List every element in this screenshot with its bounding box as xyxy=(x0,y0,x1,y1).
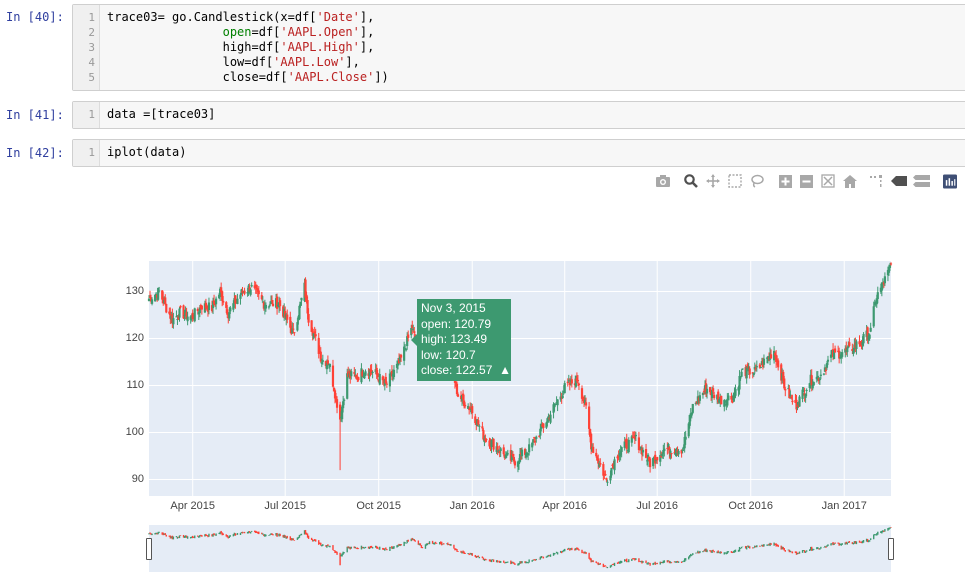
code-line: data =[trace03] xyxy=(107,107,216,121)
tooltip-low: low: 120.7 xyxy=(421,347,476,362)
x-tick-label: Jul 2016 xyxy=(636,500,679,512)
code-line: open=df['AAPL.Open'], xyxy=(107,25,375,39)
line-number: 5 xyxy=(88,71,95,84)
plotly-logo-icon[interactable] xyxy=(943,174,957,188)
x-tick-label: Jan 2016 xyxy=(449,500,495,512)
tooltip-close: close: 122.57 ▲ xyxy=(421,363,511,377)
x-tick-label: Jul 2015 xyxy=(264,500,306,512)
lasso-icon[interactable] xyxy=(750,174,764,188)
range-slider-handle-left[interactable] xyxy=(146,538,152,560)
code-line: close=df['AAPL.Close']) xyxy=(107,70,389,84)
x-tick-label: Oct 2015 xyxy=(356,500,402,512)
zoom-icon[interactable] xyxy=(684,174,698,188)
tooltip-open: open: 120.79 xyxy=(421,316,492,331)
cell-prompt-41: In [41]: xyxy=(6,108,64,122)
code-line: trace03= go.Candlestick(x=df['Date'], xyxy=(107,10,375,24)
y-tick-label: 120 xyxy=(125,331,144,344)
code-line: low=df['AAPL.Low'], xyxy=(107,55,360,69)
y-tick-label: 100 xyxy=(125,425,144,438)
line-number: 1 xyxy=(88,146,95,159)
cell-prompt-42: In [42]: xyxy=(6,146,64,160)
range-slider-handle-right[interactable] xyxy=(888,538,894,560)
line-number: 1 xyxy=(88,108,95,121)
y-tick-label: 90 xyxy=(131,472,144,485)
spike-lines-icon[interactable] xyxy=(869,174,883,188)
x-tick-label: Oct 2016 xyxy=(728,500,774,512)
hover-tooltip: Nov 3, 2015 open: 120.79 high: 123.49 lo… xyxy=(417,299,511,381)
line-gutter: 1 xyxy=(73,102,100,128)
cell-prompt-40: In [40]: xyxy=(6,10,64,24)
y-tick-label: 110 xyxy=(126,378,144,391)
line-gutter: 1 xyxy=(73,140,100,166)
code-editor-41[interactable]: 1 data =[trace03] xyxy=(72,101,965,129)
hover-compare-icon[interactable] xyxy=(913,174,930,188)
tooltip-pointer xyxy=(411,333,418,347)
code-line: high=df['AAPL.High'], xyxy=(107,40,375,54)
code-editor-40[interactable]: 1 2 3 4 5 trace03= go.Candlestick(x=df['… xyxy=(72,4,965,91)
x-tick-label: Apr 2016 xyxy=(542,500,588,512)
x-tick-label: Apr 2015 xyxy=(170,500,216,512)
line-number: 4 xyxy=(88,56,95,69)
autoscale-icon[interactable] xyxy=(821,174,835,188)
code-line: iplot(data) xyxy=(107,145,187,159)
line-number: 3 xyxy=(88,41,95,54)
zoom-in-icon[interactable] xyxy=(778,174,792,188)
pan-icon[interactable] xyxy=(706,174,720,188)
box-select-icon[interactable] xyxy=(728,174,742,188)
hover-closest-icon[interactable] xyxy=(891,174,907,188)
y-tick-label: 130 xyxy=(125,284,144,297)
tooltip-date: Nov 3, 2015 xyxy=(421,301,486,315)
range-slider[interactable] xyxy=(149,525,891,572)
line-number: 2 xyxy=(88,26,95,39)
reset-axes-icon[interactable] xyxy=(843,174,857,188)
line-number: 1 xyxy=(88,11,95,24)
line-gutter: 1 2 3 4 5 xyxy=(73,5,100,90)
camera-icon[interactable] xyxy=(656,174,670,188)
code-editor-42[interactable]: 1 iplot(data) xyxy=(72,139,965,167)
zoom-out-icon[interactable] xyxy=(799,174,813,188)
increasing-triangle-icon: ▲ xyxy=(499,363,511,377)
tooltip-high: high: 123.49 xyxy=(421,332,488,346)
plot-area[interactable] xyxy=(149,261,891,496)
x-tick-label: Jan 2017 xyxy=(821,500,867,512)
